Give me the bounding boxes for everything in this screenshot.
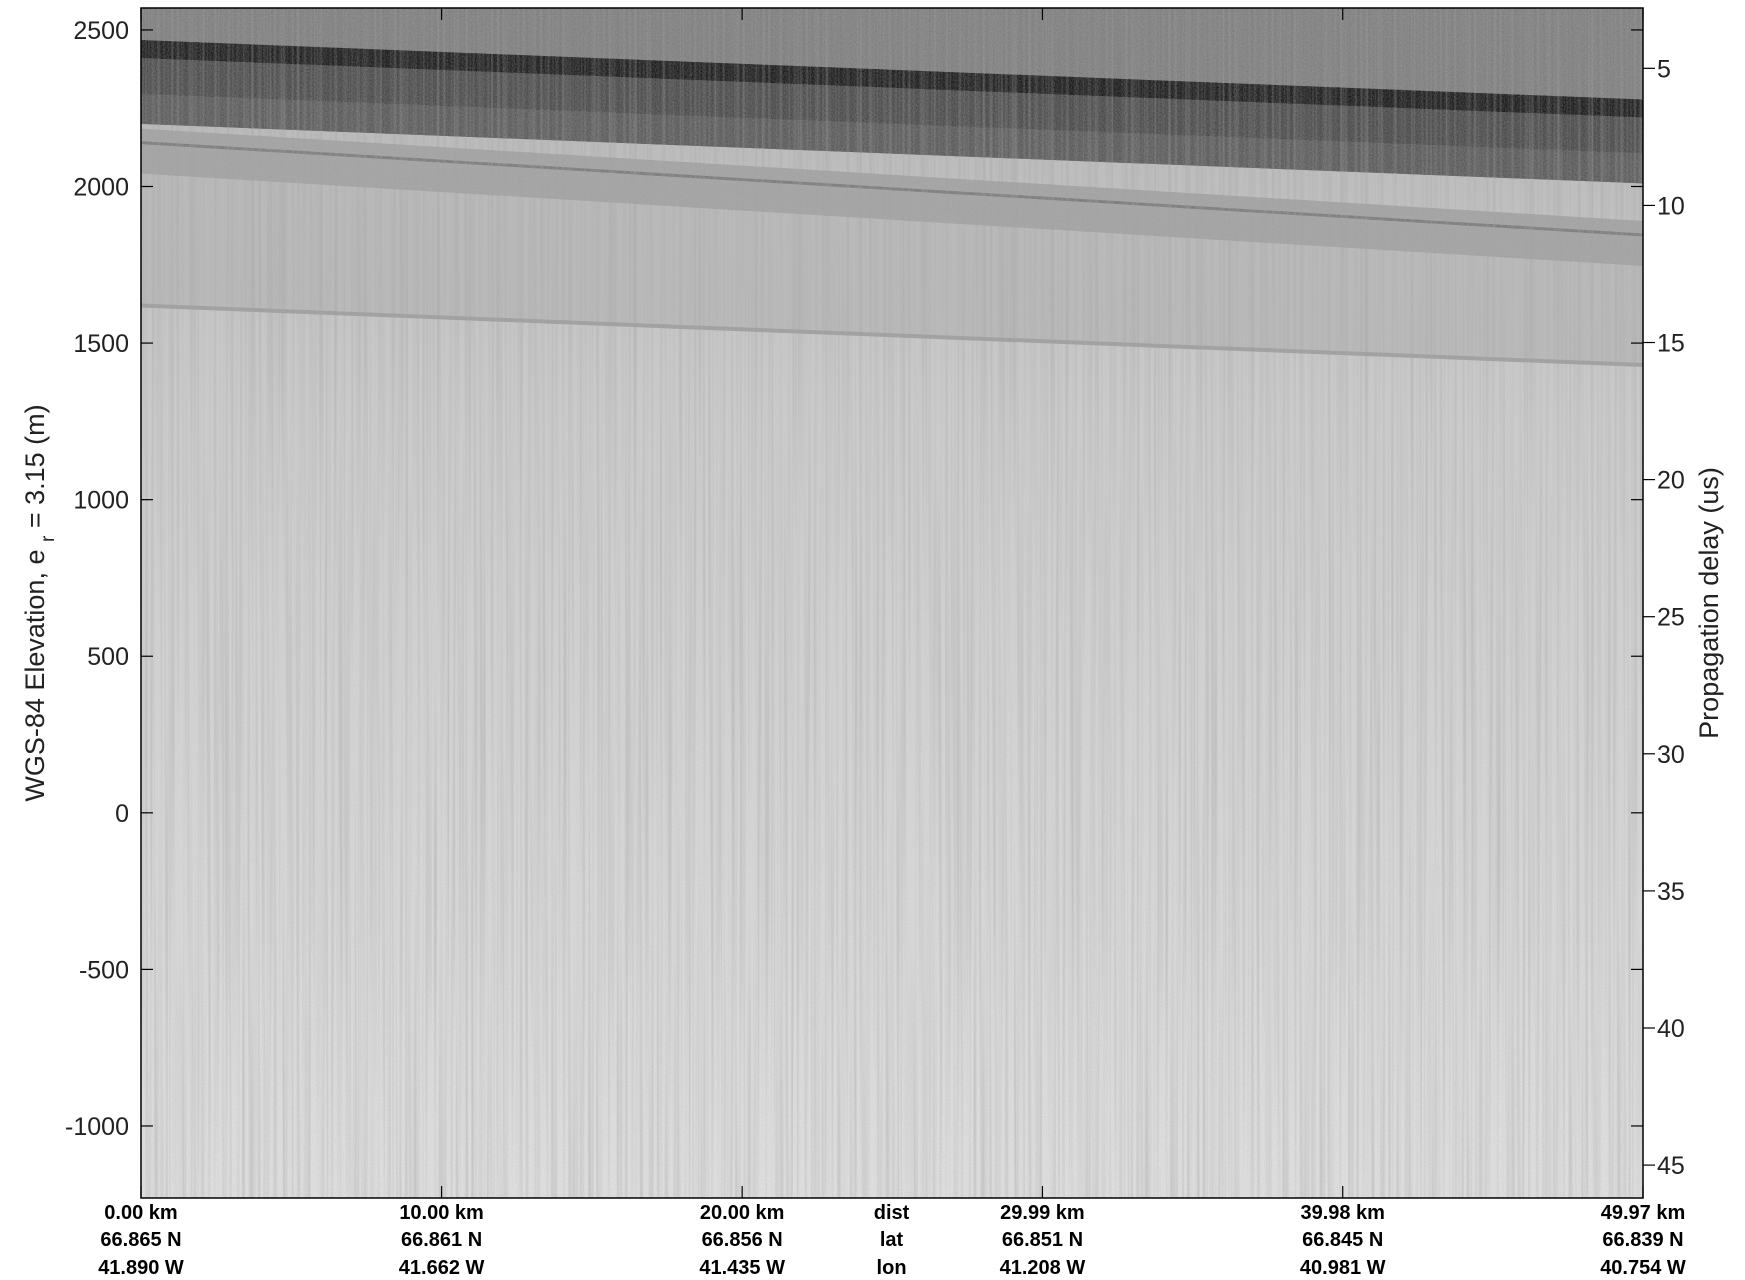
bottom-distance-axis: 0.00 km 66.865 N 41.890 W 10.00 km 66.861 N 4… xyxy=(98,8,1686,1279)
left-elevation-axis: 2500 2000 1500 1000 500 0 -500 -1000 xyxy=(65,17,1643,1141)
left-tick-label: 2500 xyxy=(73,17,129,45)
bottom-lat-label: 66.851 N xyxy=(1002,1229,1083,1251)
left-tick-label: 1500 xyxy=(73,330,129,358)
left-axis-title-prefix: WGS-84 Elevation, e xyxy=(20,550,50,802)
bottom-lon-label: 40.981 W xyxy=(1300,1257,1386,1279)
bottom-lat-label: 66.845 N xyxy=(1302,1229,1383,1251)
right-tick-label: 40 xyxy=(1657,1015,1685,1043)
right-tick-label: 45 xyxy=(1657,1152,1685,1180)
bottom-dist-label: 20.00 km xyxy=(700,1202,785,1224)
echogram-image xyxy=(141,8,1643,1198)
right-tick-label: 15 xyxy=(1657,330,1685,358)
plot-frame xyxy=(140,7,1644,1199)
left-tick-label: -500 xyxy=(79,956,129,984)
bottom-lat-label: 66.856 N xyxy=(702,1229,783,1251)
right-tick-label: 25 xyxy=(1657,604,1685,632)
right-tick-label: 35 xyxy=(1657,878,1685,906)
left-tick-label: 0 xyxy=(115,800,129,828)
left-axis-title-suffix: = 3.15 (m) xyxy=(20,404,50,528)
bottom-lon-label: 41.208 W xyxy=(1000,1257,1086,1279)
left-tick-label: -1000 xyxy=(65,1113,129,1141)
bottom-row-name-lon: lon xyxy=(877,1257,907,1279)
bottom-row-name-lat: lat xyxy=(880,1229,904,1251)
left-tick-label: 500 xyxy=(87,643,129,671)
right-delay-axis: 5 10 15 20 25 30 35 40 45 xyxy=(1643,55,1685,1180)
bottom-dist-label: 10.00 km xyxy=(399,1202,484,1224)
bottom-lon-label: 41.890 W xyxy=(98,1257,184,1279)
bottom-lon-label: 40.754 W xyxy=(1600,1257,1686,1279)
bottom-lon-label: 41.662 W xyxy=(399,1257,485,1279)
bottom-dist-label: 39.98 km xyxy=(1300,1202,1385,1224)
bottom-lat-label: 66.865 N xyxy=(100,1229,181,1251)
right-tick-label: 5 xyxy=(1657,55,1671,83)
bottom-dist-label: 0.00 km xyxy=(104,1202,177,1224)
bottom-lon-label: 41.435 W xyxy=(699,1257,785,1279)
speckle-noise xyxy=(141,8,1643,1198)
bottom-lat-label: 66.861 N xyxy=(401,1229,482,1251)
bottom-dist-label: 29.99 km xyxy=(1000,1202,1085,1224)
right-tick-label: 20 xyxy=(1657,467,1685,495)
left-axis-title: WGS-84 Elevation, e r = 3.15 (m) xyxy=(20,404,60,801)
right-tick-label: 10 xyxy=(1657,192,1685,220)
bottom-lat-label: 66.839 N xyxy=(1602,1229,1683,1251)
right-axis-title: Propagation delay (us) xyxy=(1694,467,1724,739)
left-tick-label: 1000 xyxy=(73,487,129,515)
right-tick-label: 30 xyxy=(1657,741,1685,769)
left-tick-label: 2000 xyxy=(73,174,129,202)
left-axis-title-subscript: r xyxy=(38,535,59,542)
bottom-dist-label: 49.97 km xyxy=(1601,1202,1686,1224)
bottom-row-name-dist: dist xyxy=(874,1202,910,1224)
